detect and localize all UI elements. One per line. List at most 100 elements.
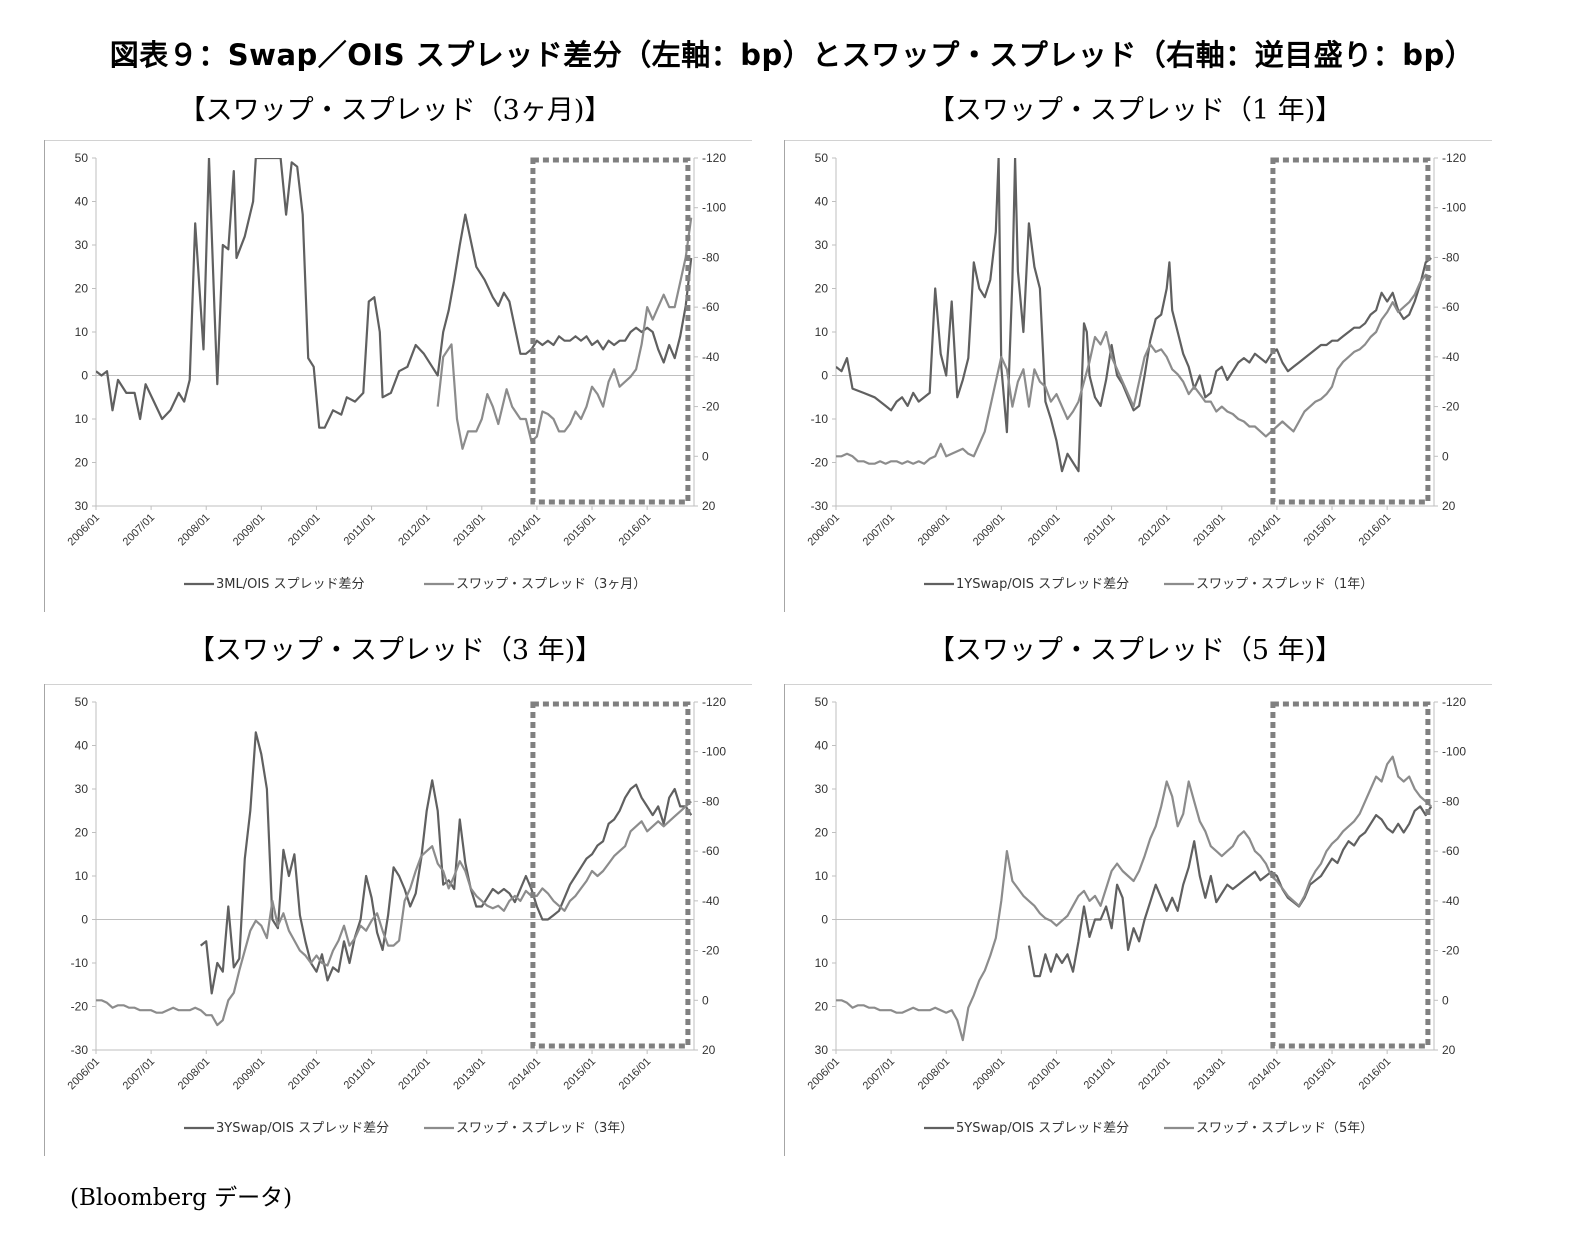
right-tick-label: -100 [702, 745, 726, 759]
legend-label-1: 5YSwap/OIS スプレッド差分 [956, 1121, 1129, 1136]
legend-label-1: 3ML/OIS スプレッド差分 [216, 577, 365, 592]
legend-label-2: スワップ・スプレッド（3ヶ月） [456, 577, 646, 592]
right-tick-label: 0 [702, 993, 709, 1007]
left-tick-label: -30 [811, 499, 829, 513]
right-tick-label: -120 [702, 695, 726, 709]
highlight-box [530, 157, 691, 505]
x-tick-label: 2014/01 [1246, 1056, 1283, 1093]
x-tick-label: 2009/01 [231, 1056, 268, 1093]
left-tick-label: 20 [75, 826, 89, 840]
x-tick-label: 2010/01 [1026, 512, 1063, 549]
left-tick-label: 50 [815, 695, 829, 709]
x-tick-label: 2006/01 [66, 1056, 103, 1093]
right-tick-label: -100 [1442, 201, 1466, 215]
series-line-2 [436, 217, 693, 450]
right-tick-label: -20 [702, 400, 720, 414]
left-tick-label: -10 [71, 956, 89, 970]
x-tick-label: 2012/01 [1136, 512, 1173, 549]
right-tick-label: -60 [1442, 300, 1460, 314]
right-tick-label: 0 [1442, 449, 1449, 463]
series-line-1 [836, 158, 1432, 473]
legend-label-2: スワップ・スプレッド（1年） [1196, 577, 1373, 592]
left-tick-label: 10 [815, 956, 829, 970]
x-tick-label: 2007/01 [861, 1056, 898, 1093]
right-tick-label: -120 [702, 151, 726, 165]
left-tick-label: 0 [81, 369, 88, 383]
legend: 3ML/OIS スプレッド差分 スワップ・スプレッド（3ヶ月） [184, 577, 646, 592]
x-tick-label: 2016/01 [1357, 1056, 1394, 1093]
right-tick-label: -60 [702, 300, 720, 314]
left-tick-label: 50 [75, 151, 89, 165]
chart-svg: 50 40 30 20 10 0 -10 -20 -30 -120 -100 -80 -60 -40 -20… [784, 140, 1492, 612]
left-tick-label: 20 [815, 1000, 829, 1014]
x-tick-label: 2008/01 [916, 512, 953, 549]
series-line-2 [96, 800, 692, 1027]
legend: 3YSwap/OIS スプレッド差分 スワップ・スプレッド（3年） [184, 1121, 633, 1136]
x-tick-label: 2015/01 [1302, 512, 1339, 549]
left-tick-label: 30 [815, 782, 829, 796]
x-tick-label: 2015/01 [562, 1056, 599, 1093]
x-tick-label: 2013/01 [1191, 512, 1228, 549]
right-tick-label: -100 [702, 201, 726, 215]
x-tick-label: 2011/01 [342, 512, 378, 548]
left-tick-label: 30 [75, 238, 89, 252]
chart-5y: 50 40 30 20 10 0 10 20 30 -120 -100 -80 -60 -40 -20 0 20… [784, 684, 1492, 1156]
left-tick-label: 40 [75, 195, 89, 209]
left-tick-label: 0 [81, 913, 88, 927]
x-tick-label: 2011/01 [1082, 512, 1118, 548]
left-tick-label: 40 [815, 195, 829, 209]
chart-3m: 50 40 30 20 10 0 10 20 30 -120 -100 -80 -60 -40 -20 0 20… [44, 140, 752, 612]
x-tick-label: 2013/01 [1191, 1056, 1228, 1093]
right-tick-label: -40 [702, 894, 720, 908]
right-tick-label: -60 [702, 844, 720, 858]
right-tick-label: 0 [702, 449, 709, 463]
x-tick-label: 2012/01 [396, 512, 433, 549]
left-tick-label: 30 [815, 1043, 829, 1057]
x-tick-label: 2011/01 [1082, 1056, 1118, 1092]
x-tick-label: 2009/01 [231, 512, 268, 549]
x-tick-label: 2016/01 [617, 1056, 654, 1093]
right-tick-label: 20 [702, 499, 716, 513]
x-tick-label: 2012/01 [1136, 1056, 1173, 1093]
x-tick-label: 2007/01 [121, 1056, 158, 1093]
left-tick-label: 30 [75, 782, 89, 796]
left-tick-label: 10 [75, 412, 89, 426]
right-tick-label: -120 [1442, 695, 1466, 709]
panel-title-1y: 【スワップ・スプレッド（1 年)】 [927, 95, 1343, 126]
x-tick-label: 2008/01 [916, 1056, 953, 1093]
right-tick-label: -20 [1442, 400, 1460, 414]
right-tick-label: 20 [1442, 1043, 1456, 1057]
left-tick-label: -20 [71, 1000, 89, 1014]
x-tick-label: 2010/01 [286, 1056, 323, 1093]
x-tick-label: 2006/01 [806, 1056, 843, 1093]
x-tick-label: 2013/01 [451, 1056, 488, 1093]
x-tick-label: 2006/01 [66, 512, 103, 549]
highlight-box [1270, 157, 1431, 505]
x-tick-label: 2016/01 [1357, 512, 1394, 549]
series-line-1 [200, 731, 693, 995]
left-tick-label: 40 [75, 739, 89, 753]
x-tick-label: 2008/01 [176, 512, 213, 549]
right-tick-label: -100 [1442, 745, 1466, 759]
right-tick-label: -40 [702, 350, 720, 364]
left-tick-label: 50 [75, 695, 89, 709]
page-title: 図表９：Swap／OIS スプレッド差分（左軸：bp）とスワップ・スプレッド（右… [109, 38, 1475, 72]
x-tick-label: 2011/01 [342, 1056, 378, 1092]
left-tick-label: 30 [75, 499, 89, 513]
left-tick-label: 40 [815, 739, 829, 753]
x-tick-label: 2015/01 [562, 512, 599, 549]
left-tick-label: 10 [815, 869, 829, 883]
x-tick-label: 2016/01 [617, 512, 654, 549]
left-tick-label: 0 [821, 369, 828, 383]
right-tick-label: -120 [1442, 151, 1466, 165]
left-tick-label: 10 [815, 325, 829, 339]
left-tick-label: -10 [811, 412, 829, 426]
series-line-1 [1027, 805, 1433, 978]
left-tick-label: 20 [75, 282, 89, 296]
right-tick-label: -80 [702, 794, 720, 808]
left-tick-label: 20 [815, 282, 829, 296]
right-tick-label: -40 [1442, 894, 1460, 908]
chart-3y: 50 40 30 20 10 0 -10 -20 -30 -120 -100 -80 -60 -40 -20… [44, 684, 752, 1156]
series-line-2 [836, 273, 1432, 465]
left-tick-label: 10 [75, 325, 89, 339]
